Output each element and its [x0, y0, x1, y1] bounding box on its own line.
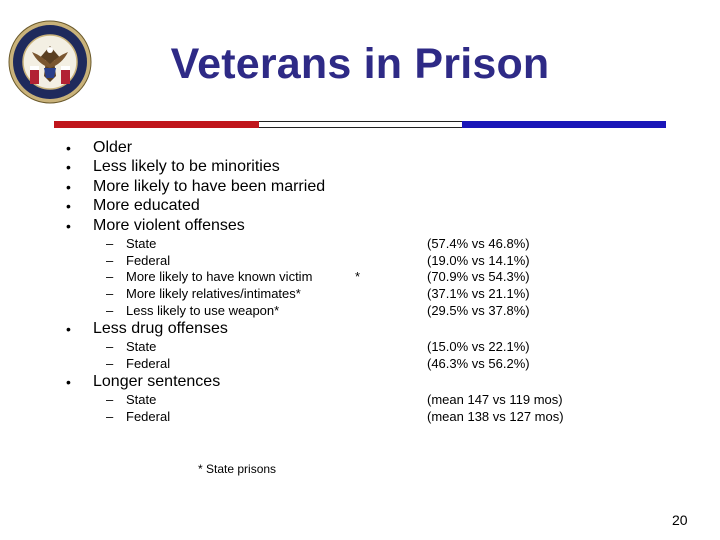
drug-state: State [126, 339, 157, 354]
dash-marker: – [106, 303, 114, 318]
sentences-federal: Federal [126, 409, 171, 424]
violent-state: State [126, 236, 157, 251]
drug-state-value: (15.0% vs 22.1%) [427, 339, 530, 354]
title-rule-red [54, 121, 259, 128]
violent-known-victim: More likely to have known victim [126, 269, 313, 284]
state-prisons-marker: * [355, 269, 361, 284]
bullet-marker: • [66, 198, 71, 214]
sentences-federal-value: (mean 138 vs 127 mos) [427, 409, 564, 424]
page-title: Veterans in Prison [170, 40, 550, 88]
page-number: 20 [672, 512, 688, 528]
bullet-older: Older [93, 139, 133, 156]
violent-weapon: Less likely to use weapon* [126, 303, 280, 318]
drug-federal: Federal [126, 356, 171, 371]
bullet-marker: • [66, 179, 71, 195]
violent-relatives-value: (37.1% vs 21.1%) [427, 286, 530, 301]
dash-marker: – [106, 286, 114, 301]
bullet-marker: • [66, 374, 71, 390]
title-rule-white [259, 121, 462, 128]
bullet-married: More likely to have been married [93, 178, 326, 195]
drug-federal-value: (46.3% vs 56.2%) [427, 356, 530, 371]
sentences-state: State [126, 392, 157, 407]
dash-marker: – [106, 392, 114, 407]
bullet-marker: • [66, 140, 71, 156]
dash-marker: – [106, 236, 114, 251]
violent-relatives: More likely relatives/intimates* [126, 286, 301, 301]
violent-federal: Federal [126, 253, 171, 268]
bullet-longer-sentences: Longer sentences [93, 373, 221, 390]
violent-weapon-value: (29.5% vs 37.8%) [427, 303, 530, 318]
bullet-marker: • [66, 321, 71, 337]
dash-marker: – [106, 269, 114, 284]
violent-state-value: (57.4% vs 46.8%) [427, 236, 530, 251]
violent-known-victim-value: (70.9% vs 54.3%) [427, 269, 530, 284]
sentences-state-value: (mean 147 vs 119 mos) [427, 392, 563, 407]
violent-federal-value: (19.0% vs 14.1%) [427, 253, 530, 268]
dash-marker: – [106, 339, 114, 354]
bullet-educated: More educated [93, 197, 200, 214]
footnote: * State prisons [198, 462, 277, 476]
dash-marker: – [106, 356, 114, 371]
dash-marker: – [106, 409, 114, 424]
bullet-marker: • [66, 218, 71, 234]
bullet-minorities: Less likely to be minorities [93, 158, 280, 175]
bullet-violent-offenses: More violent offenses [93, 217, 245, 234]
va-seal-icon [8, 20, 92, 104]
title-rule-blue [462, 121, 666, 128]
dash-marker: – [106, 253, 114, 268]
bullet-marker: • [66, 159, 71, 175]
bullet-drug-offenses: Less drug offenses [93, 320, 228, 337]
